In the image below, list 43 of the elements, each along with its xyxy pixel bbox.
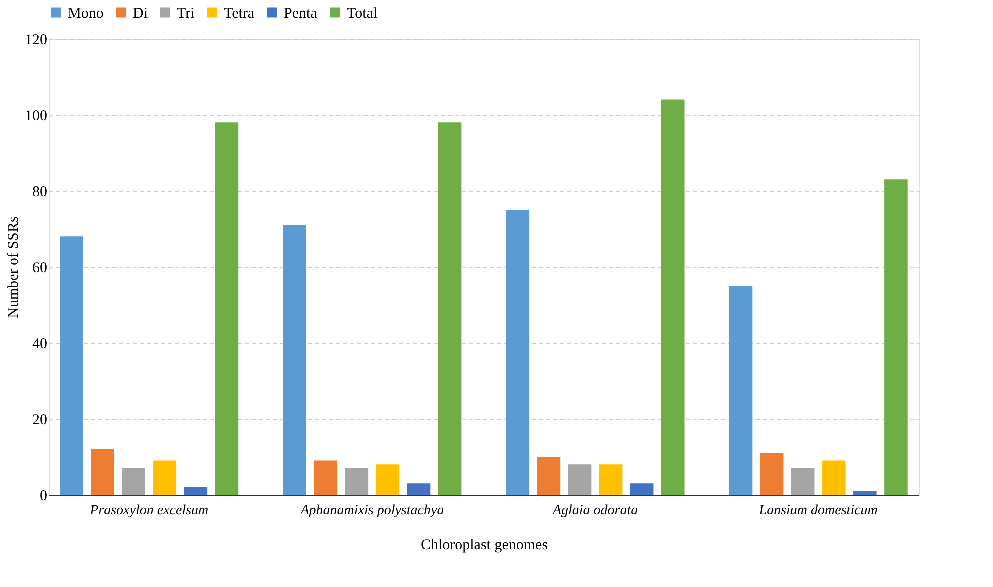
bar <box>822 460 846 495</box>
x-axis-title: Chloroplast genomes <box>420 538 548 554</box>
bar <box>661 100 685 495</box>
bar <box>314 460 338 495</box>
bar <box>729 286 753 495</box>
bar <box>153 460 177 495</box>
x-tick-label: Aphanamixis polystachya <box>300 504 444 518</box>
bar <box>215 122 239 495</box>
bar <box>184 487 208 495</box>
y-tick-label: 120 <box>25 32 48 48</box>
bar <box>122 468 146 495</box>
bar <box>438 122 462 495</box>
bar <box>884 180 908 495</box>
y-tick-label: 100 <box>25 108 48 124</box>
x-tick-label: Lansium domesticum <box>758 504 878 518</box>
bar <box>506 210 530 495</box>
bar <box>407 484 431 495</box>
bar <box>760 453 784 495</box>
legend-label: Tetra <box>224 6 255 22</box>
legend-label: Di <box>133 6 148 22</box>
bar <box>283 225 307 495</box>
y-tick-label: 80 <box>32 184 48 200</box>
bar <box>568 464 592 495</box>
y-tick-label: 20 <box>32 412 48 428</box>
legend-label: Total <box>347 6 378 22</box>
x-tick-label: Prasoxylon excelsum <box>89 504 209 518</box>
legend-label: Penta <box>284 6 318 22</box>
bar <box>376 464 400 495</box>
legend-label: Tri <box>177 6 195 22</box>
bar <box>60 236 84 495</box>
bar <box>537 457 561 495</box>
bar <box>91 449 114 495</box>
y-tick-label: 60 <box>32 260 48 276</box>
bar <box>791 468 815 495</box>
y-axis-title: Number of SSRs <box>6 216 22 318</box>
x-tick-label: Aglaia odorata <box>552 504 638 518</box>
y-tick-label: 40 <box>32 336 48 352</box>
bar <box>345 468 369 495</box>
bar <box>630 484 654 495</box>
bar <box>599 464 623 495</box>
bar <box>854 491 877 495</box>
legend-label: Mono <box>68 6 104 22</box>
y-tick-label: 0 <box>40 488 48 504</box>
